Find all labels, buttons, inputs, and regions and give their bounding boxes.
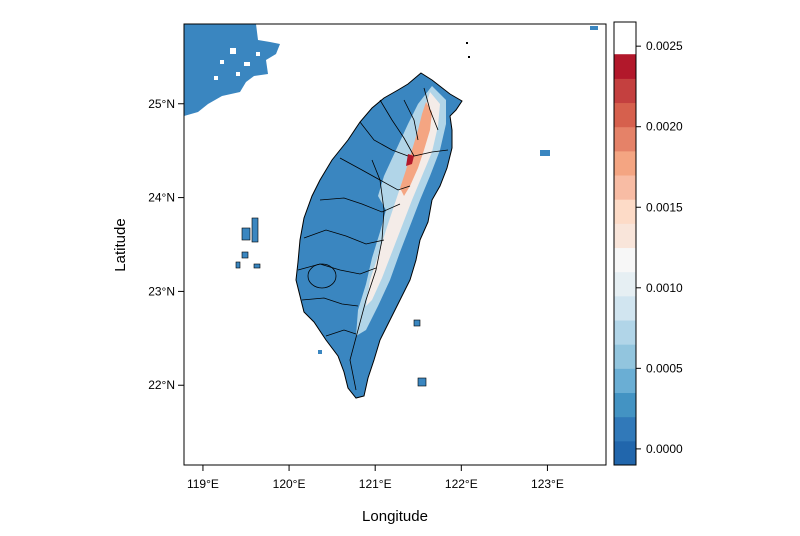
mountain-high-band [400,102,432,196]
colorbar-swatch [614,126,636,152]
colorbar-tick-label: 0.0000 [646,442,683,456]
x-tick-label: 123°E [531,477,564,491]
colorbar-swatch [614,54,636,79]
colorbar-swatch [614,344,636,369]
colorbar-tick-label: 0.0015 [646,200,683,214]
y-tick-label: 22°N [148,378,175,392]
colorbar-tick-label: 0.0005 [646,361,683,375]
x-tick-label: 120°E [273,477,306,491]
northwest-coast-raster [184,24,280,116]
x-tick-label: 119°E [187,477,219,491]
x-tick-label: 122°E [445,477,478,491]
y-axis-label: Latitude [112,218,129,271]
northwest-coast-holes [214,48,260,80]
colorbar-swatch [614,271,636,297]
diaoyu-islet [540,150,550,156]
top-right-islet [590,26,598,30]
y-tick-label: 25°N [148,97,175,111]
colorbar-swatch [614,247,636,273]
green-island [413,319,421,327]
colorbar-swatch [614,440,636,466]
liuqiu-islet [318,350,322,354]
colorbar-swatch [614,320,636,345]
x-axis-label: Longitude [362,508,428,525]
orchid-island [417,377,427,387]
y-tick-label: 24°N [148,191,175,205]
colorbar-swatch [614,368,636,394]
colorbar-tick-label: 0.0020 [646,120,683,134]
y-tick-label: 23°N [148,284,175,298]
colorbar-border [613,21,637,466]
colorbar-swatch [614,175,636,200]
colorbar-swatch [614,102,636,128]
county-boundaries [297,87,449,391]
colorbar-swatch [614,150,636,176]
colorbar-swatch [614,78,636,104]
axes-layer: 119°E 120°E 121°E 122°E 123°E 22°N 23°N 24°N 25°… [148,97,564,491]
penghu-islands [235,217,261,269]
map-panel-border [183,23,607,466]
raster-land-layer [184,24,598,399]
colorbar-tick-label: 0.0025 [646,39,683,53]
colorbar-swatch [614,223,636,249]
colorbar-swatch [614,392,636,418]
colorbar-tick-label: 0.0010 [646,281,683,295]
mountain-peak [406,154,414,166]
colorbar-swatch [614,199,636,224]
colorbar-swatch [614,295,636,321]
colorbar: 0.0000 0.0005 0.0010 0.0015 0.0020 0.0025 [613,21,683,466]
small-dot-north [466,42,468,44]
small-dot-north-2 [468,56,470,58]
colorbar-swatch [614,416,636,442]
x-tick-label: 121°E [359,477,392,491]
